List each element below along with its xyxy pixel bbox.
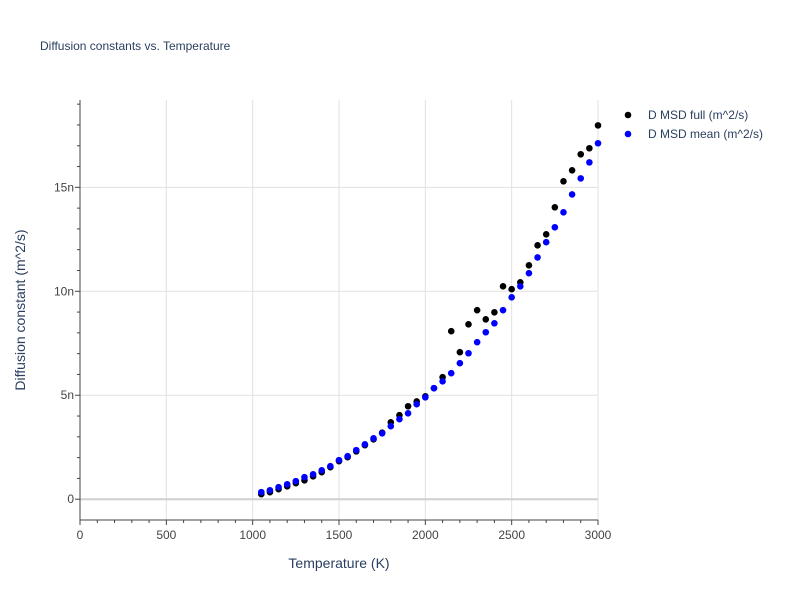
series-mean	[258, 139, 602, 496]
series-full	[258, 122, 602, 498]
data-point	[534, 242, 541, 249]
x-tick-label: 3000	[585, 528, 612, 542]
data-point	[482, 328, 490, 336]
data-point	[560, 177, 567, 185]
data-point	[370, 434, 377, 442]
x-tick-label: 1000	[239, 528, 266, 542]
data-point	[292, 477, 300, 485]
data-point	[473, 338, 481, 346]
data-point	[534, 254, 541, 261]
data-point	[594, 122, 602, 129]
chart-title: Diffusion constants vs. Temperature	[40, 39, 231, 53]
data-point	[309, 470, 317, 478]
data-point	[352, 446, 360, 454]
legend-marker	[624, 130, 632, 138]
data-point	[258, 488, 265, 496]
data-point	[396, 415, 403, 423]
y-tick-label: 10n	[54, 284, 74, 298]
data-point	[344, 452, 351, 460]
data-point	[473, 306, 481, 314]
data-point	[404, 402, 412, 410]
data-point	[430, 384, 438, 392]
data-point	[275, 483, 282, 491]
data-point	[577, 175, 585, 182]
legend-label: D MSD full (m^2/s)	[648, 108, 748, 122]
y-tick-label: 5n	[61, 388, 74, 402]
data-point	[447, 369, 455, 377]
data-point	[422, 394, 429, 401]
x-tick-label: 0	[77, 528, 84, 542]
data-point	[439, 378, 446, 385]
data-point	[404, 410, 412, 417]
data-point	[499, 282, 507, 290]
data-point	[318, 467, 326, 474]
data-point	[525, 261, 533, 269]
y-tick-label: 15n	[54, 180, 74, 194]
data-point	[413, 400, 421, 408]
data-point	[283, 480, 291, 488]
x-tick-label: 500	[156, 528, 176, 542]
x-axis-label: Temperature (K)	[288, 555, 389, 571]
data-point	[447, 327, 455, 335]
x-tick-label: 2500	[498, 528, 525, 542]
data-point	[525, 269, 533, 277]
data-point	[508, 285, 515, 293]
y-axis-label: Diffusion constant (m^2/s)	[12, 229, 28, 390]
data-point	[586, 159, 593, 166]
data-point	[577, 150, 585, 158]
data-point	[465, 321, 472, 328]
data-point	[491, 320, 498, 327]
y-tick-label: 0	[67, 492, 74, 506]
legend-marker	[624, 111, 632, 119]
data-point	[594, 139, 602, 147]
data-point	[456, 359, 464, 367]
x-tick-label: 1500	[326, 528, 353, 542]
data-point	[586, 144, 593, 152]
data-point	[499, 306, 507, 314]
data-point	[491, 308, 498, 316]
data-point	[327, 462, 334, 470]
data-point	[482, 316, 490, 323]
data-point	[517, 282, 524, 290]
data-point	[560, 208, 567, 216]
data-point	[456, 348, 464, 356]
data-point	[266, 486, 274, 494]
data-point	[542, 238, 550, 246]
data-point	[378, 429, 386, 437]
data-point	[568, 166, 576, 174]
data-point	[387, 422, 395, 430]
data-point	[508, 294, 515, 301]
data-point	[335, 456, 343, 464]
data-point	[465, 349, 472, 357]
x-tick-label: 2000	[412, 528, 439, 542]
data-point	[301, 473, 308, 481]
data-point	[551, 223, 559, 231]
data-point	[568, 191, 576, 198]
data-point	[542, 231, 550, 238]
data-point	[361, 441, 369, 448]
legend-label: D MSD mean (m^2/s)	[648, 127, 763, 141]
data-point	[551, 203, 559, 211]
